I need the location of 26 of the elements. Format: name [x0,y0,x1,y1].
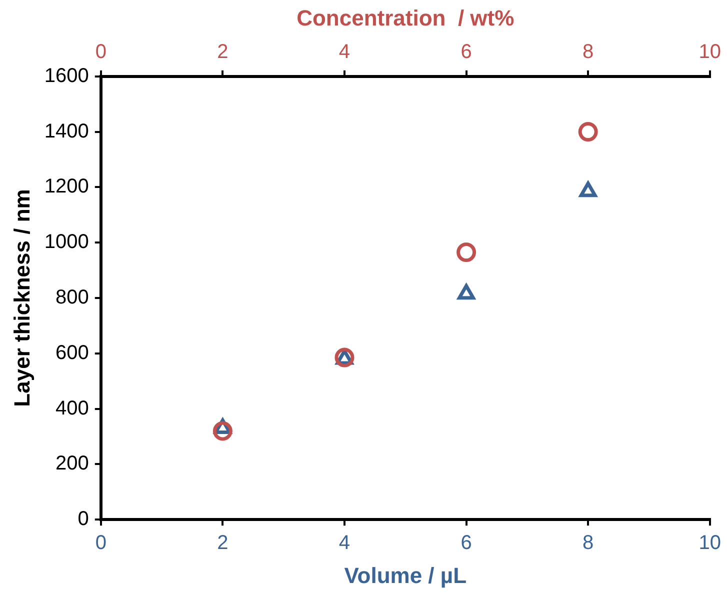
y-tick-label: 600 [56,342,89,364]
y-tick-label: 1600 [44,64,89,87]
y-tick-label: 200 [56,452,89,475]
x2-tick-label: 6 [460,40,472,63]
x2-tick-label: 8 [582,40,594,63]
x2-axis-title: Concentration / wt% [296,5,514,30]
x-tick-label: 6 [460,532,472,554]
y-tick-label: 800 [56,286,89,309]
x-axis-title: Volume / µL [344,562,467,588]
x2-tick-label: 4 [338,40,350,63]
y-axis-title: Layer thickness / nm [9,189,34,407]
x-tick-label: 10 [698,532,721,554]
y-tick-label: 1400 [44,120,89,142]
point [579,182,597,198]
x-tick-label: 4 [338,532,350,554]
x2-tick-label: 10 [698,40,721,63]
x2-tick-label: 2 [217,40,228,63]
y-tick-label: 1000 [44,231,89,254]
point [458,284,475,300]
y-tick-label: 400 [56,397,89,420]
x-tick-label: 8 [582,532,594,554]
x2-tick-label: 0 [95,40,106,63]
x-tick-label: 2 [217,532,228,554]
x-tick-label: 0 [95,532,106,554]
y-tick-label: 1200 [44,176,89,198]
y-tick-label: 0 [78,508,89,530]
